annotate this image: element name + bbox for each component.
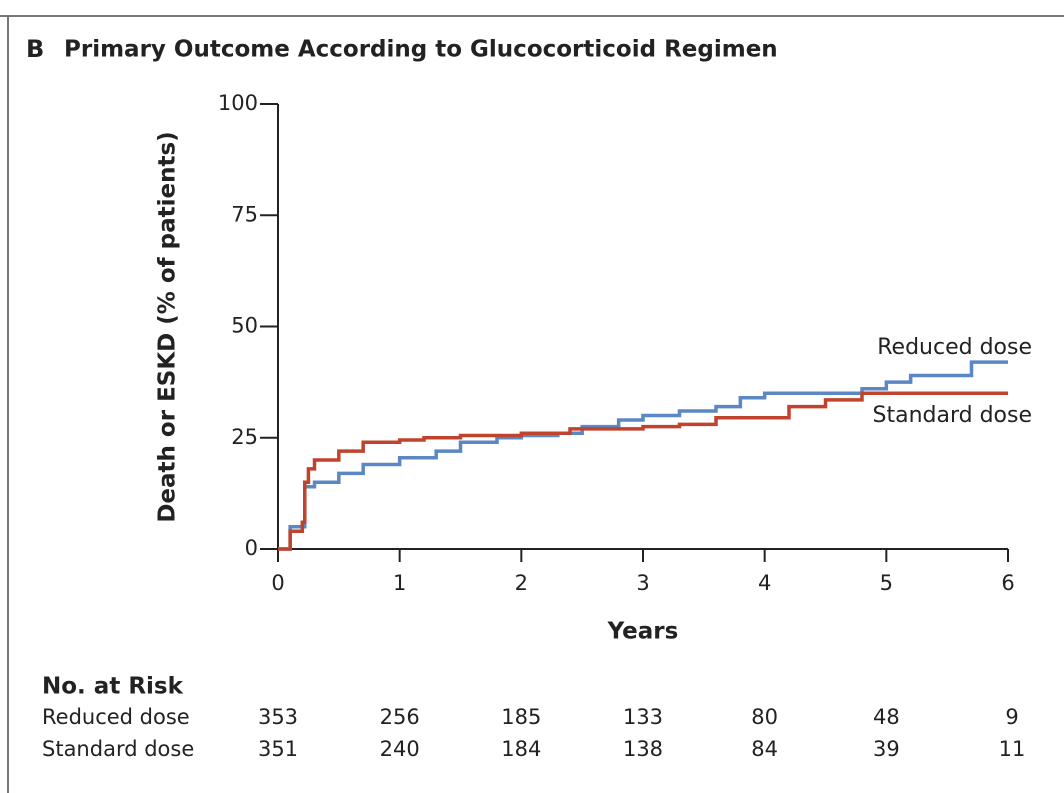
risk-count: 353 [258,705,298,729]
risk-row-label: Reduced dose [42,705,190,729]
risk-title: No. at Risk [42,674,184,700]
risk-count: 138 [623,737,663,761]
y-tick-label: 25 [231,425,258,449]
y-axis-label: Death or ESKD (% of patients) [155,131,181,522]
x-tick-label: 0 [271,571,284,595]
km-curve [278,391,1008,551]
y-tick-label: 100 [218,91,258,115]
x-tick-label: 6 [1001,571,1014,595]
risk-count: 11 [999,737,1026,761]
risk-count: 39 [873,737,900,761]
y-tick-label: 50 [231,314,258,338]
risk-row-label: Standard dose [42,737,194,761]
risk-count: 80 [751,705,778,729]
risk-count: 240 [380,737,420,761]
risk-count: 256 [380,705,420,729]
risk-count: 185 [501,705,541,729]
risk-count: 84 [751,737,778,761]
x-axis-label: Years [607,619,679,645]
km-curve [278,360,1008,551]
y-tick-label: 75 [231,202,258,226]
x-tick-label: 1 [393,571,406,595]
x-tick-label: 5 [880,571,893,595]
risk-count: 48 [873,705,900,729]
risk-count: 133 [623,705,663,729]
risk-count: 9 [1005,705,1018,729]
panel-label: B [26,35,44,63]
series-label: Standard dose [873,403,1033,428]
x-tick-label: 2 [515,571,528,595]
series-label: Reduced dose [877,335,1032,360]
chart-title: Primary Outcome According to Glucocortic… [64,37,778,63]
y-tick-label: 0 [245,536,258,560]
x-tick-label: 3 [636,571,649,595]
risk-count: 184 [501,737,541,761]
x-tick-label: 4 [758,571,771,595]
risk-count: 351 [258,737,298,761]
